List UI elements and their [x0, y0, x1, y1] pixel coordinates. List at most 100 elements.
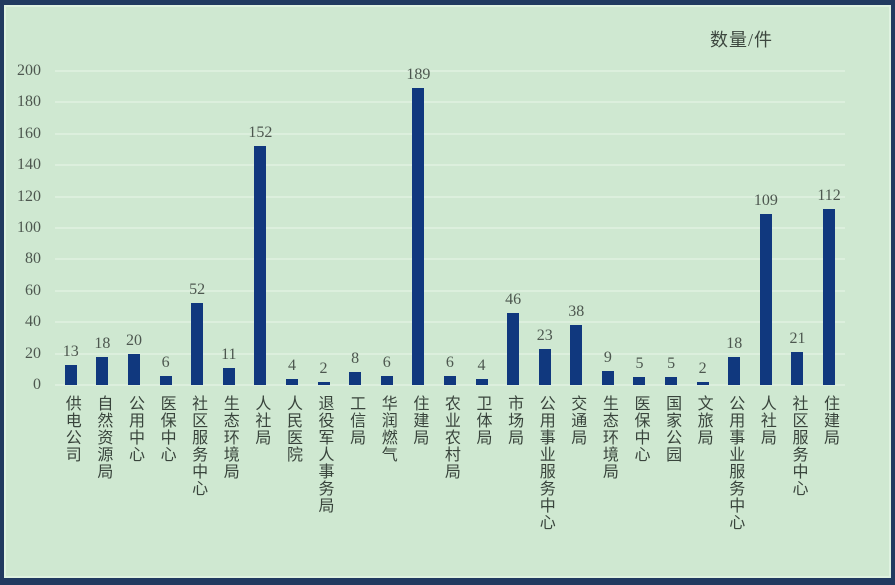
bar-column: 9: [592, 71, 624, 385]
y-tick-label: 120: [17, 187, 41, 205]
bar-column: 6: [371, 71, 403, 385]
bar: [475, 378, 488, 385]
gridline: [55, 321, 845, 324]
gridline: [55, 352, 845, 355]
bar-value-label: 38: [568, 303, 585, 321]
y-tick-label: 160: [17, 124, 41, 142]
x-category-label: 住建局: [821, 395, 839, 446]
bar: [412, 88, 425, 385]
y-tick-label: 40: [25, 313, 41, 331]
bar-column: 5: [655, 71, 687, 385]
gridline: [55, 258, 845, 261]
x-label-column: 医保中心: [624, 395, 656, 463]
bar-value-label: 189: [406, 66, 431, 84]
x-label-column: 社区服务中心: [782, 395, 814, 497]
x-label-column: 华润燃气: [371, 395, 403, 463]
bar-column: 5: [624, 71, 656, 385]
x-label-column: 工信局: [339, 395, 371, 446]
gridline: [55, 227, 845, 229]
gridline: [55, 132, 845, 135]
bar: [380, 375, 393, 385]
bar-value-label: 52: [189, 281, 206, 299]
bar-value-label: 152: [248, 124, 273, 142]
x-label-column: 住建局: [403, 395, 435, 446]
x-label-column: 供电公司: [55, 395, 87, 463]
x-category-label: 华润燃气: [378, 395, 396, 463]
bar-column: 189: [403, 66, 435, 385]
x-axis-labels: 供电公司 自然资源局 公用中心 医保中心 社区服务中心 生态环境局 人社局 人民医院 退役军人事…: [55, 395, 845, 531]
y-tick-label: 60: [25, 281, 41, 299]
bar-column: 52: [181, 71, 213, 385]
x-category-label: 公用事业服务中心: [536, 395, 554, 531]
gridline: [55, 384, 845, 386]
bar: [127, 353, 140, 385]
x-category-label: 卫体局: [473, 395, 491, 446]
bar-column: 11: [213, 71, 245, 385]
bar-column: 152: [245, 71, 277, 385]
x-label-column: 人社局: [750, 395, 782, 446]
x-category-label: 文旅局: [694, 395, 712, 446]
bar-value-label: 5: [635, 355, 644, 373]
bar-column: 112: [813, 71, 845, 385]
x-label-column: 生态环境局: [592, 395, 624, 480]
bar-value-label: 18: [726, 334, 743, 352]
x-label-column: 卫体局: [466, 395, 498, 446]
bar: [823, 209, 836, 385]
x-label-column: 农业农村局: [434, 395, 466, 480]
x-label-column: 公用中心: [118, 395, 150, 463]
x-category-label: 人民医院: [283, 395, 301, 463]
bar: [665, 377, 678, 385]
bar: [349, 372, 362, 385]
x-label-column: 公用事业服务中心: [529, 395, 561, 531]
bar-value-label: 11: [221, 345, 237, 363]
x-label-column: 国家公园: [655, 395, 687, 463]
gridline: [55, 164, 845, 167]
bar-column: 46: [497, 71, 529, 385]
x-label-column: 社区服务中心: [181, 395, 213, 497]
bar-value-label: 6: [161, 353, 170, 371]
bar-column: 20: [118, 71, 150, 385]
y-axis: 0 20 40 60 80 100 120 140 160 180 200: [4, 5, 47, 578]
bar-column: 6: [150, 71, 182, 385]
x-label-column: 交通局: [561, 395, 593, 446]
y-tick-label: 180: [17, 93, 41, 111]
x-label-column: 医保中心: [150, 395, 182, 463]
bar: [443, 375, 456, 385]
x-label-column: 住建局: [813, 395, 845, 446]
bar-column: 2: [687, 71, 719, 385]
plot-area: 13 18 20 6 52 11 152 4 2 8 6 189 6 4 46 23 38 9 5 5 2 18 109 21…: [55, 66, 845, 386]
bar: [285, 378, 298, 385]
bar-value-label: 4: [477, 356, 486, 374]
bar-column: 21: [782, 71, 814, 385]
x-category-label: 公用事业服务中心: [726, 395, 744, 531]
bar-value-label: 6: [445, 353, 454, 371]
bar: [64, 364, 77, 385]
x-label-column: 退役军人事务局: [308, 395, 340, 514]
bar: [570, 325, 583, 385]
x-label-column: 自然资源局: [87, 395, 119, 480]
y-tick-label: 200: [17, 62, 41, 79]
x-category-label: 供电公司: [62, 395, 80, 463]
x-label-column: 人社局: [245, 395, 277, 446]
bar: [791, 352, 804, 385]
bar: [191, 303, 204, 385]
bar: [759, 213, 772, 385]
y-tick-label: 20: [25, 344, 41, 362]
y-tick-label: 80: [25, 250, 41, 268]
bar-column: 8: [339, 71, 371, 385]
bar-value-label: 23: [536, 326, 553, 344]
bar-value-label: 8: [351, 350, 360, 368]
bar: [222, 367, 235, 385]
x-category-label: 医保中心: [631, 395, 649, 463]
x-category-label: 生态环境局: [220, 395, 238, 480]
x-category-label: 人社局: [757, 395, 775, 446]
x-category-label: 工信局: [347, 395, 365, 446]
x-category-label: 交通局: [568, 395, 586, 446]
bar-column: 4: [466, 71, 498, 385]
bar-column: 109: [750, 71, 782, 385]
x-label-column: 人民医院: [276, 395, 308, 463]
bars-container: 13 18 20 6 52 11 152 4 2 8 6 189 6 4 46 23 38 9 5 5 2 18 109 21…: [55, 66, 845, 385]
bar-value-label: 13: [62, 342, 79, 360]
gridline: [55, 70, 845, 72]
